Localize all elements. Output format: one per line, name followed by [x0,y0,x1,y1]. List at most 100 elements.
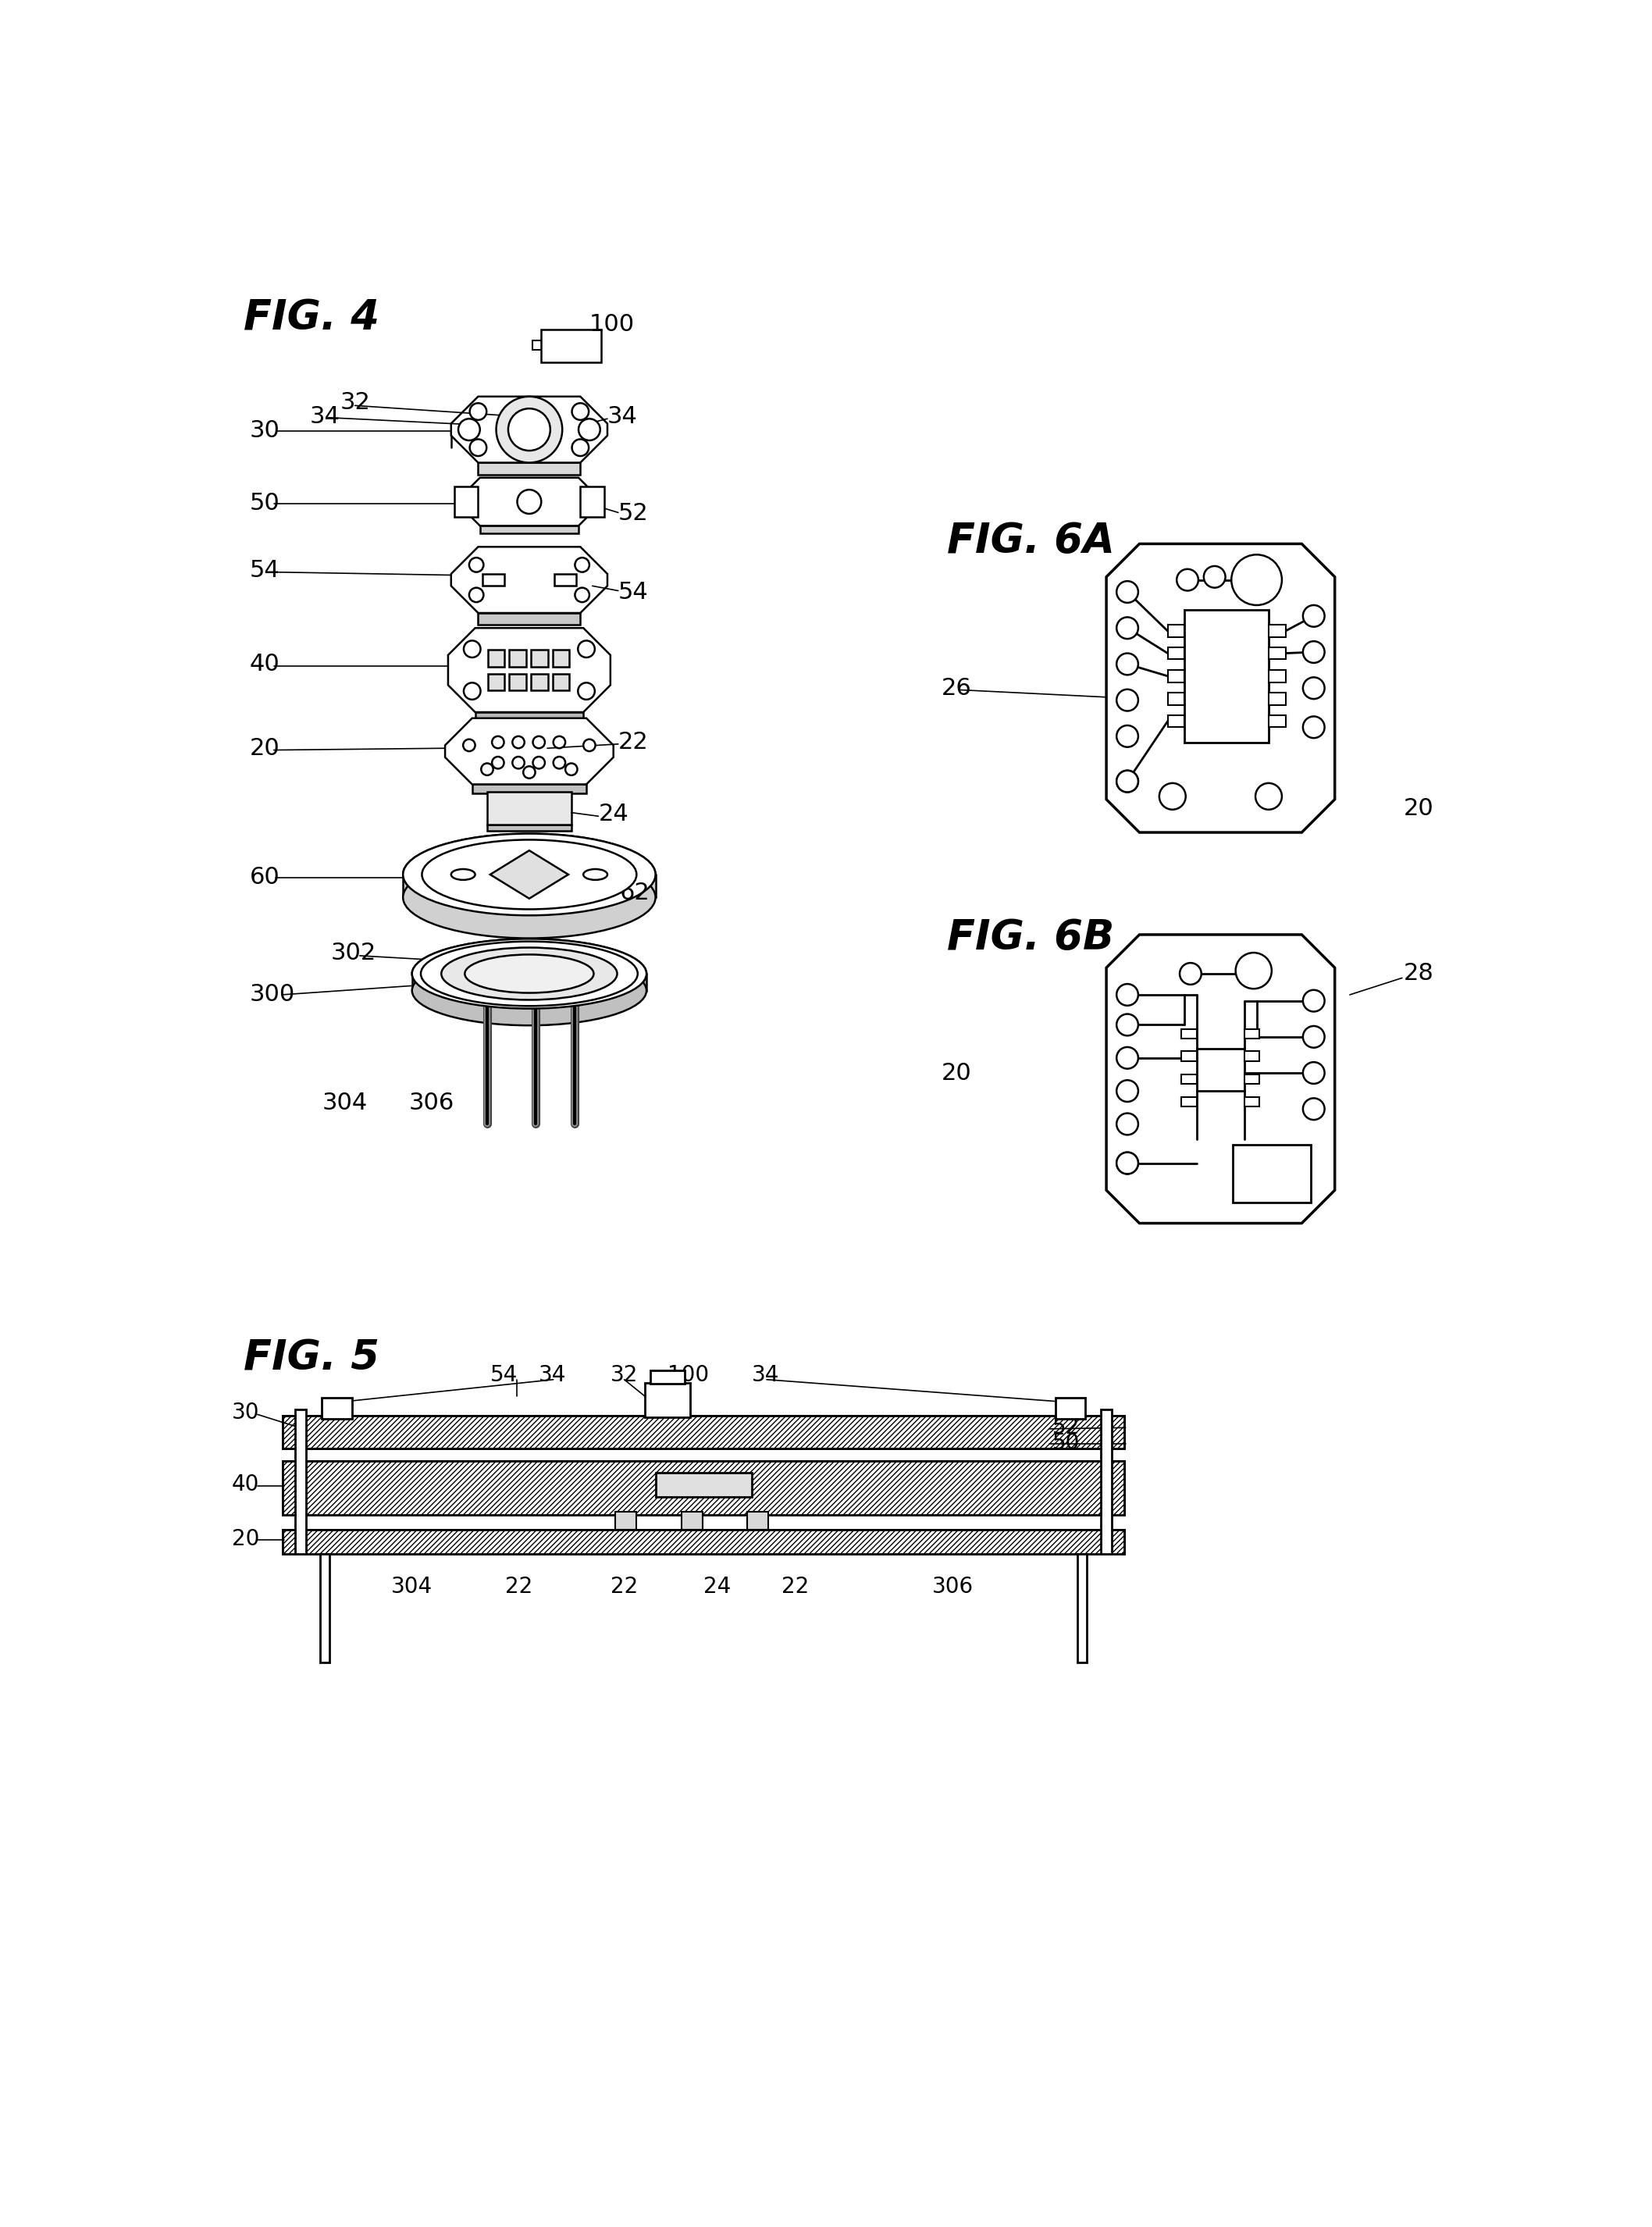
Ellipse shape [411,955,646,1024]
Text: 34: 34 [608,405,638,428]
FancyBboxPatch shape [282,1530,1125,1554]
Text: 50: 50 [249,492,279,514]
Text: 100: 100 [667,1363,709,1385]
Circle shape [1236,953,1272,989]
Ellipse shape [451,869,476,880]
Polygon shape [553,650,570,666]
Circle shape [1303,991,1325,1011]
Polygon shape [481,526,578,532]
Text: 300: 300 [249,984,296,1007]
Text: 52: 52 [618,503,649,526]
Polygon shape [448,628,610,713]
Circle shape [578,419,600,441]
Polygon shape [444,717,613,784]
Circle shape [524,766,535,777]
Text: 20: 20 [249,737,279,759]
Text: 22: 22 [506,1577,532,1599]
Text: 54: 54 [618,581,649,604]
Ellipse shape [403,833,656,915]
Circle shape [1117,581,1138,604]
Ellipse shape [403,857,656,938]
Circle shape [458,419,481,441]
Text: FIG. 4: FIG. 4 [244,298,380,339]
Circle shape [578,641,595,657]
Text: 30: 30 [231,1401,259,1423]
Circle shape [1303,1027,1325,1047]
FancyBboxPatch shape [1232,1145,1310,1203]
Text: 306: 306 [932,1577,973,1599]
FancyBboxPatch shape [282,1461,1125,1514]
Circle shape [509,408,550,450]
Circle shape [572,439,588,457]
Circle shape [553,737,565,748]
Text: 62: 62 [620,882,649,904]
Polygon shape [1269,626,1285,637]
Circle shape [553,757,565,768]
Circle shape [469,588,484,601]
FancyBboxPatch shape [1056,1399,1085,1419]
FancyBboxPatch shape [651,1370,684,1383]
Polygon shape [491,851,568,897]
Circle shape [583,739,595,750]
Circle shape [469,439,487,457]
Ellipse shape [464,955,593,993]
Polygon shape [1168,693,1184,706]
Circle shape [1117,1013,1138,1036]
Polygon shape [477,612,580,626]
Circle shape [481,764,494,775]
Circle shape [1176,570,1198,590]
Circle shape [496,396,562,463]
Text: 40: 40 [249,653,279,675]
Circle shape [1117,1080,1138,1102]
Text: 24: 24 [598,804,629,826]
Text: 26: 26 [942,677,971,699]
FancyBboxPatch shape [747,1512,768,1530]
Circle shape [1231,555,1282,606]
Polygon shape [1107,543,1335,833]
Text: 30: 30 [249,419,281,443]
Circle shape [1303,641,1325,664]
Circle shape [572,403,588,421]
Circle shape [1117,617,1138,639]
Ellipse shape [421,942,638,1007]
Text: 54: 54 [491,1363,517,1385]
Circle shape [469,403,487,421]
Text: 22: 22 [610,1577,638,1599]
Polygon shape [580,488,605,517]
Polygon shape [476,713,583,726]
Polygon shape [403,875,656,897]
Polygon shape [487,675,504,690]
FancyBboxPatch shape [282,1416,1125,1450]
Polygon shape [454,488,477,517]
Text: 50: 50 [1052,1432,1080,1454]
Ellipse shape [421,942,638,1007]
Circle shape [517,490,542,514]
Polygon shape [1107,935,1335,1223]
Text: FIG. 6B: FIG. 6B [947,918,1115,958]
Circle shape [1303,1062,1325,1085]
Polygon shape [451,396,608,463]
Polygon shape [1168,670,1184,681]
Circle shape [1117,1151,1138,1174]
Polygon shape [509,675,527,690]
Text: 20: 20 [231,1528,259,1550]
Polygon shape [530,650,548,666]
Text: 304: 304 [322,1091,367,1114]
Text: 22: 22 [781,1577,809,1599]
Polygon shape [1269,648,1285,659]
Text: 28: 28 [1404,962,1434,984]
Text: 32: 32 [610,1363,638,1385]
Circle shape [512,757,524,768]
Polygon shape [1269,693,1285,706]
Polygon shape [411,973,646,991]
Polygon shape [1168,648,1184,659]
Circle shape [1117,1114,1138,1136]
Circle shape [1117,984,1138,1007]
Polygon shape [458,477,601,526]
Text: 40: 40 [231,1474,259,1497]
Polygon shape [1244,1029,1259,1038]
Polygon shape [1269,670,1285,681]
Circle shape [1117,771,1138,793]
Text: 306: 306 [410,1091,454,1114]
Polygon shape [1168,626,1184,637]
